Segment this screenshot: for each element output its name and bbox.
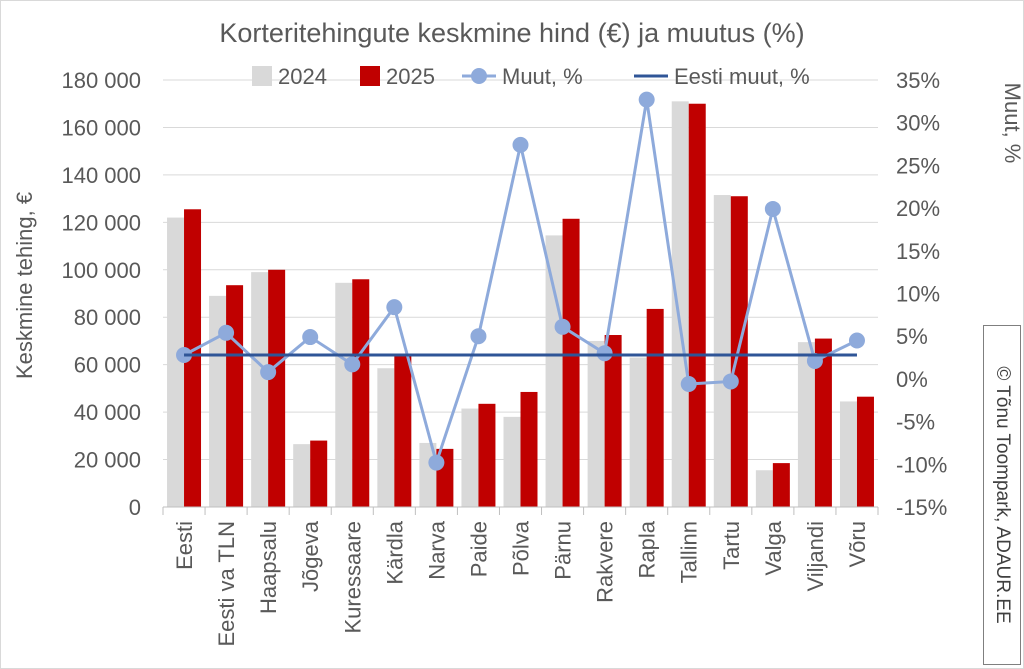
y2-tick-label: -10% [896, 452, 947, 477]
bar-2025-Jõgeva [310, 440, 328, 507]
point-muut-Eesti va TLN [218, 324, 235, 341]
bar-2025-Valga [772, 463, 790, 507]
x-tick-label: Valga [761, 520, 786, 575]
bar-2025-Võru [856, 396, 874, 507]
point-muut-Jõgeva [302, 329, 319, 346]
y-tick-label: 60 000 [74, 353, 141, 378]
legend-swatch-2025 [360, 66, 380, 86]
bar-2025-Rakvere [604, 335, 622, 507]
legend-swatch-2024 [252, 66, 272, 86]
point-muut-Rakvere [596, 345, 613, 362]
bar-2024-Eesti [167, 217, 185, 508]
x-tick-label: Eesti va TLN [214, 521, 239, 647]
x-tick-label: Tallinn [677, 521, 702, 583]
bar-2024-Kuressaare [335, 282, 353, 507]
y2-tick-label: 5% [896, 324, 928, 349]
bar-2024-Valga [755, 470, 773, 507]
y-tick-label: 0 [129, 495, 141, 520]
bar-2025-Viljandi [814, 338, 832, 507]
y-tick-label: 40 000 [74, 400, 141, 425]
point-muut-Tallinn [680, 376, 697, 393]
x-tick-label: Viljandi [803, 521, 828, 592]
x-tick-label: Eesti [172, 521, 197, 570]
bar-2025-Eesti va TLN [226, 285, 244, 507]
y-tick-label: 140 000 [61, 163, 141, 188]
bar-2025-Tallinn [688, 103, 706, 507]
copyright-text: © Tõnu Toompark, ADAUR.EE [992, 366, 1013, 624]
point-muut-Tartu [722, 373, 739, 390]
y2-tick-label: -15% [896, 495, 947, 520]
point-muut-Narva [428, 454, 445, 471]
point-muut-Viljandi [806, 352, 823, 369]
point-muut-Võru [848, 332, 865, 349]
bar-2025-Pärnu [562, 218, 580, 507]
y2-tick-label: 25% [896, 153, 940, 178]
y-tick-label: 180 000 [61, 68, 141, 93]
x-tick-label: Tartu [719, 521, 744, 570]
y2-tick-label: 35% [896, 68, 940, 93]
bar-2024-Kärdla [377, 368, 395, 507]
x-tick-label: Paide [466, 521, 491, 577]
y-tick-label: 120 000 [61, 210, 141, 235]
x-tick-label: Põlva [509, 520, 534, 576]
bar-2024-Viljandi [797, 342, 815, 507]
point-muut-Valga [764, 200, 781, 217]
legend-swatch-marker [471, 68, 487, 84]
chart-title: Korteritehingute keskmine hind (€) ja mu… [219, 18, 804, 48]
copyright-watermark: © Tõnu Toompark, ADAUR.EE [983, 325, 1021, 665]
y-tick-label: 160 000 [61, 115, 141, 140]
x-tick-label: Võru [845, 521, 870, 567]
x-tick-label: Haapsalu [256, 521, 281, 614]
x-tick-label: Jõgeva [298, 520, 323, 592]
bar-2025-Paide [478, 403, 496, 507]
point-muut-Kuressaare [344, 356, 361, 373]
bar-2024-Haapsalu [251, 272, 269, 507]
bar-2025-Põlva [520, 391, 538, 507]
bar-2024-Põlva [503, 416, 521, 507]
bar-2024-Tartu [713, 195, 731, 507]
bar-2024-Tallinn [671, 101, 689, 507]
bar-2024-Rapla [629, 357, 647, 507]
x-tick-label: Kuressaare [340, 521, 365, 634]
y2-axis-title: Muut, % [1000, 83, 1024, 164]
x-tick-label: Rakvere [593, 521, 618, 603]
point-muut-Kärdla [386, 299, 403, 316]
x-tick-label: Pärnu [551, 521, 576, 580]
point-muut-Pärnu [554, 318, 571, 335]
x-tick-label: Narva [424, 520, 449, 579]
bar-2024-Jõgeva [293, 444, 311, 507]
bar-2025-Kuressaare [352, 279, 370, 507]
legend-label: Eesti muut, % [674, 64, 810, 89]
y2-tick-label: 10% [896, 282, 940, 307]
bar-2024-Rakvere [587, 340, 605, 507]
bar-2024-Paide [461, 408, 479, 507]
y-tick-label: 80 000 [74, 305, 141, 330]
bar-2025-Haapsalu [268, 269, 286, 507]
y2-tick-label: -5% [896, 410, 935, 435]
y-tick-label: 20 000 [74, 448, 141, 473]
legend-label: 2025 [386, 64, 435, 89]
point-muut-Paide [470, 328, 487, 345]
x-tick-label: Rapla [635, 520, 660, 578]
bar-2025-Rapla [646, 308, 664, 507]
legend-label: Muut, % [502, 64, 583, 89]
y2-tick-label: 30% [896, 111, 940, 136]
bar-2024-Eesti va TLN [209, 295, 227, 507]
bar-2025-Kärdla [394, 356, 412, 507]
y2-tick-label: 20% [896, 196, 940, 221]
bar-2024-Pärnu [545, 235, 563, 507]
y2-tick-label: 15% [896, 239, 940, 264]
y-axis-title: Keskmine tehing, € [12, 192, 37, 379]
bar-2025-Eesti [184, 209, 202, 507]
point-muut-Haapsalu [260, 364, 277, 381]
legend-label: 2024 [278, 64, 327, 89]
x-tick-label: Kärdla [382, 520, 407, 584]
bar-2024-Võru [839, 401, 857, 507]
point-muut-Rapla [638, 91, 655, 108]
point-muut-Põlva [512, 136, 529, 153]
y-tick-label: 100 000 [61, 258, 141, 283]
y2-tick-label: 0% [896, 367, 928, 392]
